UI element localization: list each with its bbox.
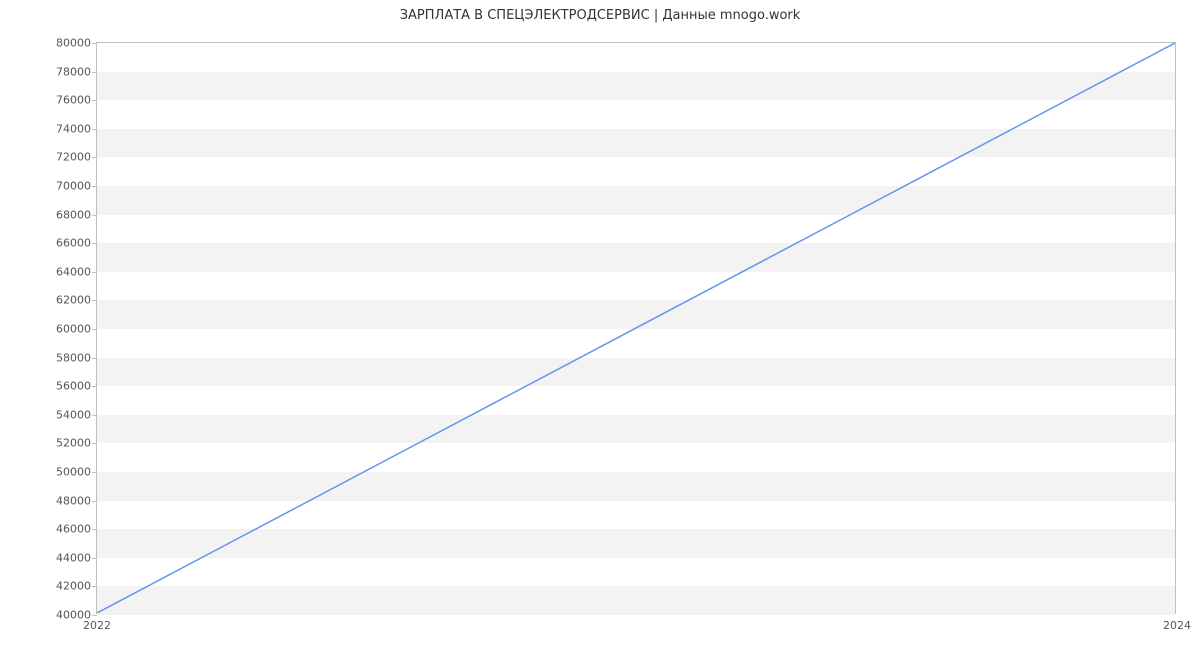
x-tick-label: 2024 bbox=[1163, 619, 1191, 632]
y-tick-mark bbox=[92, 472, 97, 473]
y-tick-mark bbox=[92, 72, 97, 73]
y-tick-mark bbox=[92, 358, 97, 359]
y-tick-label: 66000 bbox=[56, 237, 91, 250]
y-tick-label: 72000 bbox=[56, 151, 91, 164]
y-tick-mark bbox=[92, 100, 97, 101]
y-tick-label: 50000 bbox=[56, 466, 91, 479]
y-tick-label: 78000 bbox=[56, 65, 91, 78]
series-line-salary bbox=[97, 43, 1175, 613]
y-tick-mark bbox=[92, 558, 97, 559]
y-tick-mark bbox=[92, 329, 97, 330]
y-tick-label: 62000 bbox=[56, 294, 91, 307]
y-tick-label: 54000 bbox=[56, 408, 91, 421]
y-tick-label: 74000 bbox=[56, 122, 91, 135]
y-tick-mark bbox=[92, 129, 97, 130]
y-tick-mark bbox=[92, 186, 97, 187]
y-tick-mark bbox=[92, 386, 97, 387]
line-layer bbox=[97, 43, 1175, 613]
y-tick-label: 68000 bbox=[56, 208, 91, 221]
chart-title: ЗАРПЛАТА В СПЕЦЭЛЕКТРОДСЕРВИС | Данные m… bbox=[0, 0, 1200, 23]
y-tick-label: 52000 bbox=[56, 437, 91, 450]
y-tick-mark bbox=[92, 300, 97, 301]
y-tick-label: 58000 bbox=[56, 351, 91, 364]
y-tick-mark bbox=[92, 501, 97, 502]
salary-line-chart: ЗАРПЛАТА В СПЕЦЭЛЕКТРОДСЕРВИС | Данные m… bbox=[0, 0, 1200, 650]
y-tick-label: 70000 bbox=[56, 180, 91, 193]
y-tick-mark bbox=[92, 215, 97, 216]
y-tick-label: 42000 bbox=[56, 580, 91, 593]
y-tick-label: 76000 bbox=[56, 94, 91, 107]
plot-area: 4000042000440004600048000500005200054000… bbox=[96, 42, 1176, 614]
y-tick-mark bbox=[92, 272, 97, 273]
y-tick-label: 60000 bbox=[56, 323, 91, 336]
y-tick-mark bbox=[92, 586, 97, 587]
y-tick-label: 80000 bbox=[56, 37, 91, 50]
y-tick-label: 46000 bbox=[56, 523, 91, 536]
y-tick-mark bbox=[92, 415, 97, 416]
y-tick-mark bbox=[92, 615, 97, 616]
y-tick-label: 48000 bbox=[56, 494, 91, 507]
y-tick-mark bbox=[92, 443, 97, 444]
y-tick-mark bbox=[92, 529, 97, 530]
y-tick-mark bbox=[92, 43, 97, 44]
y-tick-label: 44000 bbox=[56, 551, 91, 564]
x-tick-label: 2022 bbox=[83, 619, 111, 632]
y-tick-mark bbox=[92, 157, 97, 158]
y-tick-label: 64000 bbox=[56, 265, 91, 278]
y-tick-mark bbox=[92, 243, 97, 244]
y-tick-label: 56000 bbox=[56, 380, 91, 393]
